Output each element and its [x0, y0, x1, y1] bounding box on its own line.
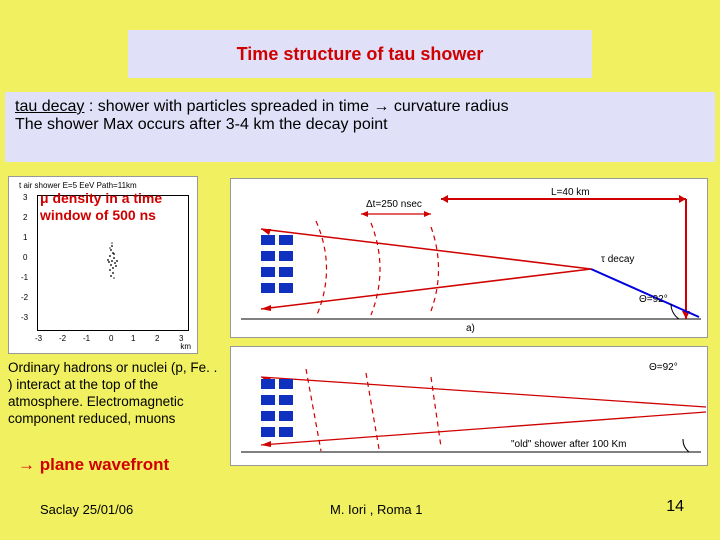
ytick-0: 0	[23, 253, 27, 262]
panel-tag-a: a)	[466, 323, 475, 334]
decay-rest: : shower with particles spreaded in time…	[15, 98, 509, 133]
xtick-2: 2	[155, 334, 159, 343]
dt-label: Δt=250 nsec	[366, 199, 422, 210]
xtick-1: 1	[131, 334, 135, 343]
title-text: Time structure of tau shower	[237, 44, 484, 65]
mu-density-label: μ density in a time window of 500 ns	[40, 190, 162, 224]
old-shower-label: "old" shower after 100 Km	[511, 439, 627, 450]
plane-wavefront-label: → plane wavefront	[18, 455, 169, 475]
diagram-old-shower: Θ=92° "old" shower after 100 Km	[230, 346, 708, 466]
ytick-m2: -2	[21, 293, 28, 302]
title-box: Time structure of tau shower	[128, 30, 592, 78]
footer-date: Saclay 25/01/06	[40, 502, 133, 517]
tau-decay-label: τ decay	[601, 254, 634, 265]
diagram-top-svg	[231, 179, 709, 339]
diagram-bottom-svg	[231, 347, 709, 467]
xlabel: km	[180, 342, 191, 351]
scatter-title: t air shower E=5 EeV Path=11km	[19, 181, 137, 190]
diagram-tau-decay: L=40 km Δt=250 nsec τ decay Θ=92° a)	[230, 178, 708, 338]
ytick-m1: -1	[21, 273, 28, 282]
xtick-m1: -1	[83, 334, 90, 343]
xtick-m2: -2	[59, 334, 66, 343]
ytick-m3: -3	[21, 313, 28, 322]
xtick-0: 0	[109, 334, 113, 343]
xtick-m3: -3	[35, 334, 42, 343]
decay-lead: tau decay	[15, 98, 84, 115]
L-label: L=40 km	[551, 187, 590, 198]
theta-label-top: Θ=92°	[639, 294, 668, 305]
ytick-2: 2	[23, 213, 27, 222]
ytick-1: 1	[23, 233, 27, 242]
ytick-3: 3	[23, 193, 27, 202]
footer-author: M. Iori , Roma 1	[330, 502, 422, 517]
page-number: 14	[666, 498, 684, 516]
bottom-description: Ordinary hadrons or nuclei (p, Fe. . ) i…	[8, 360, 223, 428]
theta-label-bottom: Θ=92°	[649, 362, 678, 373]
decay-description: tau decay : shower with particles spread…	[5, 92, 715, 162]
